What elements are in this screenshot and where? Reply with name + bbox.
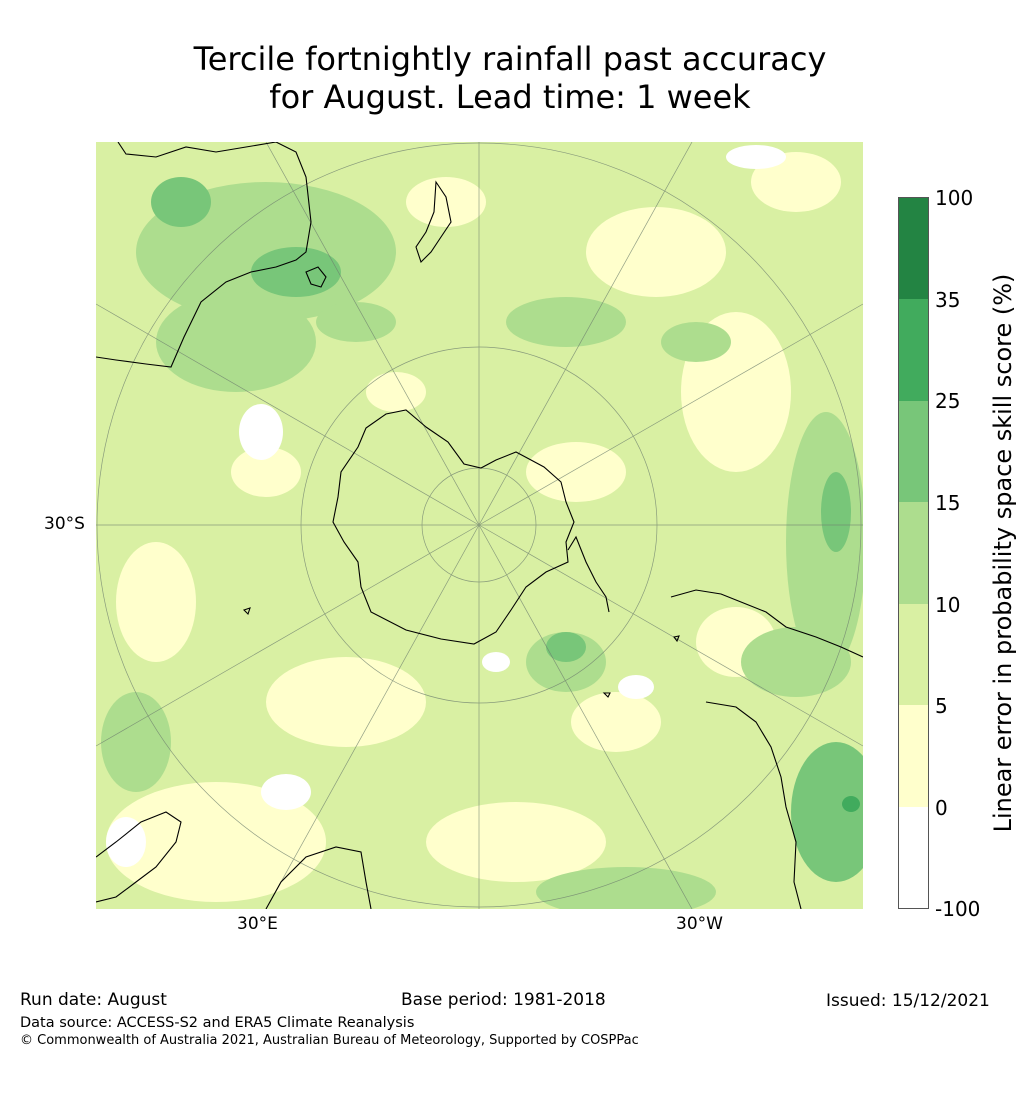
new-zealand-coastline	[415, 180, 452, 264]
coastlines	[96, 142, 863, 909]
colorbar-segment	[899, 806, 928, 908]
africa-coastline	[96, 811, 372, 909]
colorbar-tick-100: 100	[935, 186, 974, 210]
skill-patches-negative	[106, 145, 786, 867]
colorbar-segment	[899, 198, 928, 300]
issued-date: Issued: 15/12/2021	[826, 991, 990, 1011]
title-line-2: for August. Lead time: 1 week	[269, 78, 751, 116]
australia-coastline	[96, 142, 312, 368]
skill-patches-high	[151, 177, 863, 882]
colorbar-segment	[899, 705, 928, 807]
colorbar-tick-35: 35	[935, 288, 961, 312]
colorbar-tick-0: 0	[935, 796, 948, 820]
run-date: Run date: August	[20, 990, 167, 1010]
base-period: Base period: 1981-2018	[401, 990, 606, 1010]
south-america-coastline	[670, 589, 863, 909]
antarctic-peninsula-coastline	[567, 535, 610, 613]
longitude-label-30e: 30°E	[237, 914, 278, 934]
graticule	[96, 142, 863, 909]
skill-patches-very-high	[842, 796, 860, 812]
latitude-label-30s: 30°S	[44, 514, 85, 534]
colorbar-segment	[899, 400, 928, 503]
polar-map	[96, 142, 863, 909]
colorbar-tick-minus-100: -100	[935, 897, 981, 921]
colorbar-segment	[899, 299, 928, 401]
data-source: Data source: ACCESS-S2 and ERA5 Climate …	[20, 1015, 415, 1031]
colorbar-label: Linear error in probability space skill …	[989, 273, 1017, 833]
colorbar-tick-15: 15	[935, 491, 961, 515]
colorbar	[898, 197, 929, 909]
chart-title: Tercile fortnightly rainfall past accura…	[0, 40, 1020, 116]
title-line-1: Tercile fortnightly rainfall past accura…	[193, 40, 827, 78]
islands-coastline	[242, 607, 680, 698]
colorbar-tick-25: 25	[935, 389, 961, 413]
colorbar-tick-10: 10	[935, 593, 961, 617]
colorbar-segment	[899, 502, 928, 604]
tasmania-coastline	[305, 266, 327, 288]
antarctica-coastline	[332, 409, 575, 645]
copyright: © Commonwealth of Australia 2021, Austra…	[20, 1033, 639, 1048]
longitude-label-30w: 30°W	[676, 914, 723, 934]
skill-patches-medium	[101, 182, 863, 909]
colorbar-tick-5: 5	[935, 694, 948, 718]
colorbar-segment	[899, 603, 928, 706]
